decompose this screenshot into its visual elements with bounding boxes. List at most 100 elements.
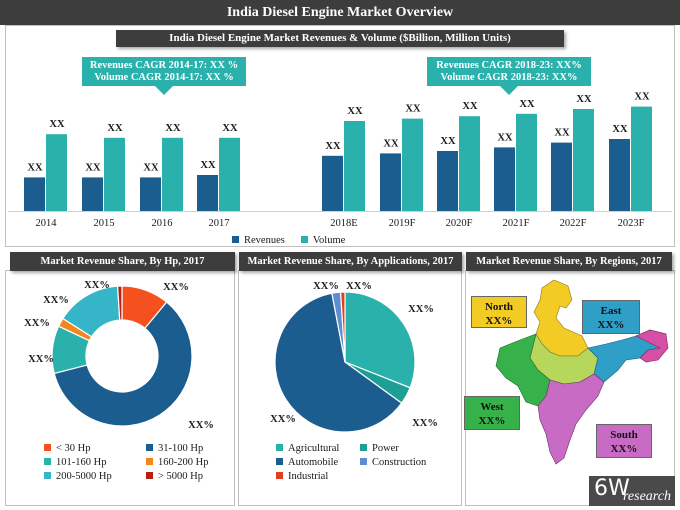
industrial-swatch — [276, 472, 283, 479]
regions-panel-title: Market Revenue Share, By Regions, 2017 — [466, 252, 672, 271]
legend-power-label: Power — [372, 443, 399, 454]
applications-label-industrial: XX% — [313, 281, 339, 292]
bar-revenues-2017 — [197, 175, 218, 211]
hp-slice-31-100-hp — [53, 301, 193, 427]
volume-cagr-2014-17: Volume CAGR 2014-17: XX % — [94, 72, 234, 83]
hp-label-200-5000-hp: XX% — [43, 295, 69, 306]
legend-31-100-label: 31-100 Hp — [158, 443, 204, 454]
bar-volume-2016 — [162, 137, 183, 211]
31-100-swatch — [146, 444, 153, 451]
legend-200-5000: 200-5000 Hp — [44, 471, 112, 482]
hp-label-101-160-hp: XX% — [24, 318, 50, 329]
revenues-cagr-2014-17: Revenues CAGR 2014-17: XX % — [89, 60, 239, 71]
6w-research-logo: 6W research — [589, 476, 675, 506]
legend-200-5000-label: 200-5000 Hp — [56, 471, 112, 482]
gt5000-swatch — [146, 472, 153, 479]
cagr-callout-2018-23: Revenues CAGR 2018-23: XX% Volume CAGR 2… — [427, 57, 591, 95]
india-map — [495, 279, 669, 465]
legend-lt30: < 30 Hp — [44, 443, 91, 454]
legend-agricultural-label: Agricultural — [288, 443, 340, 454]
bar-legend: Revenues Volume — [232, 230, 345, 248]
bar-label-volume-2022F: XX — [576, 94, 592, 105]
applications-slice-automobile — [274, 292, 403, 433]
revenues-swatch — [232, 236, 239, 243]
agricultural-swatch — [276, 444, 283, 451]
bar-volume-2019F — [402, 118, 423, 211]
legend-volume: Volume — [300, 235, 345, 246]
legend-revenues-label: Revenues — [244, 235, 285, 246]
volume-cagr-2018-23: Volume CAGR 2018-23: XX% — [440, 72, 578, 83]
bar-label-revenues-2021F: XX — [497, 132, 513, 143]
200-5000-swatch — [44, 472, 51, 479]
bar-volume-2018E — [344, 121, 365, 211]
legend-automobile-label: Automobile — [288, 457, 339, 468]
x-tick-2015: 2015 — [94, 218, 115, 229]
bar-label-revenues-2015: XX — [85, 162, 101, 173]
applications-label-automobile: XX% — [270, 414, 296, 425]
160-200-swatch — [146, 458, 153, 465]
bar-label-volume-2018E: XX — [347, 106, 363, 117]
bar-label-volume-2016: XX — [165, 123, 181, 134]
legend-power: Power — [360, 443, 399, 454]
hp-label--5000-hp: XX% — [84, 280, 110, 291]
bar-label-volume-2014: XX — [49, 119, 65, 130]
cagr-callout-2014-17: Revenues CAGR 2014-17: XX % Volume CAGR … — [82, 57, 246, 95]
bar-revenues-2016 — [140, 177, 161, 211]
legend-industrial-label: Industrial — [288, 471, 329, 482]
bar-label-volume-2021F: XX — [519, 99, 535, 110]
region-south-label: South XX% — [596, 424, 652, 458]
legend-gt5000: > 5000 Hp — [146, 471, 203, 482]
bar-revenues-2014 — [24, 177, 45, 211]
bar-revenues-2020F — [437, 151, 458, 211]
legend-construction-label: Construction — [372, 457, 427, 468]
x-tick-2016: 2016 — [152, 218, 173, 229]
top-chart-subtitle: India Diesel Engine Market Revenues & Vo… — [116, 30, 564, 47]
legend-160-200: 160-200 Hp — [146, 457, 208, 468]
lt30-swatch — [44, 444, 51, 451]
revenues-cagr-2018-23: Revenues CAGR 2018-23: XX% — [436, 60, 582, 71]
bar-volume-2022F — [573, 109, 594, 211]
region-west-name: West — [480, 401, 504, 413]
legend-31-100: 31-100 Hp — [146, 443, 203, 454]
x-tick-2020F: 2020F — [446, 218, 473, 229]
map-northeast-region — [635, 329, 669, 363]
applications-slice-industrial — [339, 291, 346, 363]
bar-revenues-2018E — [322, 155, 343, 211]
region-north-label: North XX% — [471, 296, 527, 328]
region-north-value: XX% — [485, 315, 513, 327]
legend-160-200-label: 160-200 Hp — [158, 457, 209, 468]
page-title: India Diesel Engine Market Overview — [0, 0, 680, 25]
construction-swatch — [360, 458, 367, 465]
bar-volume-2023F — [631, 106, 652, 211]
region-south-name: South — [610, 429, 638, 441]
bar-volume-2021F — [516, 113, 537, 211]
revenue-volume-bar-chart: XX XX 2014 XX XX 2015 XX XX 2016 XX XX 2017 XX XX 2018… — [8, 92, 672, 229]
map-south-region — [537, 373, 605, 465]
bar-volume-2020F — [459, 116, 480, 211]
hp-donut-chart: XX% XX% XX% XX% XX% XX% — [24, 280, 214, 431]
bar-label-volume-2020F: XX — [462, 101, 478, 112]
bar-volume-2015 — [104, 137, 125, 211]
bar-label-volume-2015: XX — [107, 123, 123, 134]
hp-legend: < 30 Hp 31-100 Hp 101-160 Hp 160-200 Hp … — [44, 443, 234, 485]
bar-volume-2014 — [46, 134, 67, 211]
x-tick-2018E: 2018E — [330, 218, 357, 229]
applications-slice-agricultural — [344, 291, 416, 389]
power-swatch — [360, 444, 367, 451]
x-tick-2017: 2017 — [209, 218, 230, 229]
logo-main: 6W — [594, 476, 630, 501]
bar-revenues-2022F — [551, 142, 572, 211]
x-tick-2022F: 2022F — [560, 218, 587, 229]
region-east-label: East XX% — [582, 300, 640, 334]
bar-label-volume-2017: XX — [222, 123, 238, 134]
x-tick-2023F: 2023F — [618, 218, 645, 229]
bar-label-revenues-2020F: XX — [440, 136, 456, 147]
logo-sub: research — [623, 489, 671, 504]
bar-label-revenues-2018E: XX — [325, 141, 341, 152]
bar-label-revenues-2023F: XX — [612, 124, 628, 135]
applications-pie-chart: XX% XX% XX% XX% XX% — [270, 281, 438, 433]
region-east-name: East — [600, 305, 622, 317]
legend-construction: Construction — [360, 457, 426, 468]
legend-101-160: 101-160 Hp — [44, 457, 106, 468]
hp-panel-title: Market Revenue Share, By Hp, 2017 — [10, 252, 235, 271]
